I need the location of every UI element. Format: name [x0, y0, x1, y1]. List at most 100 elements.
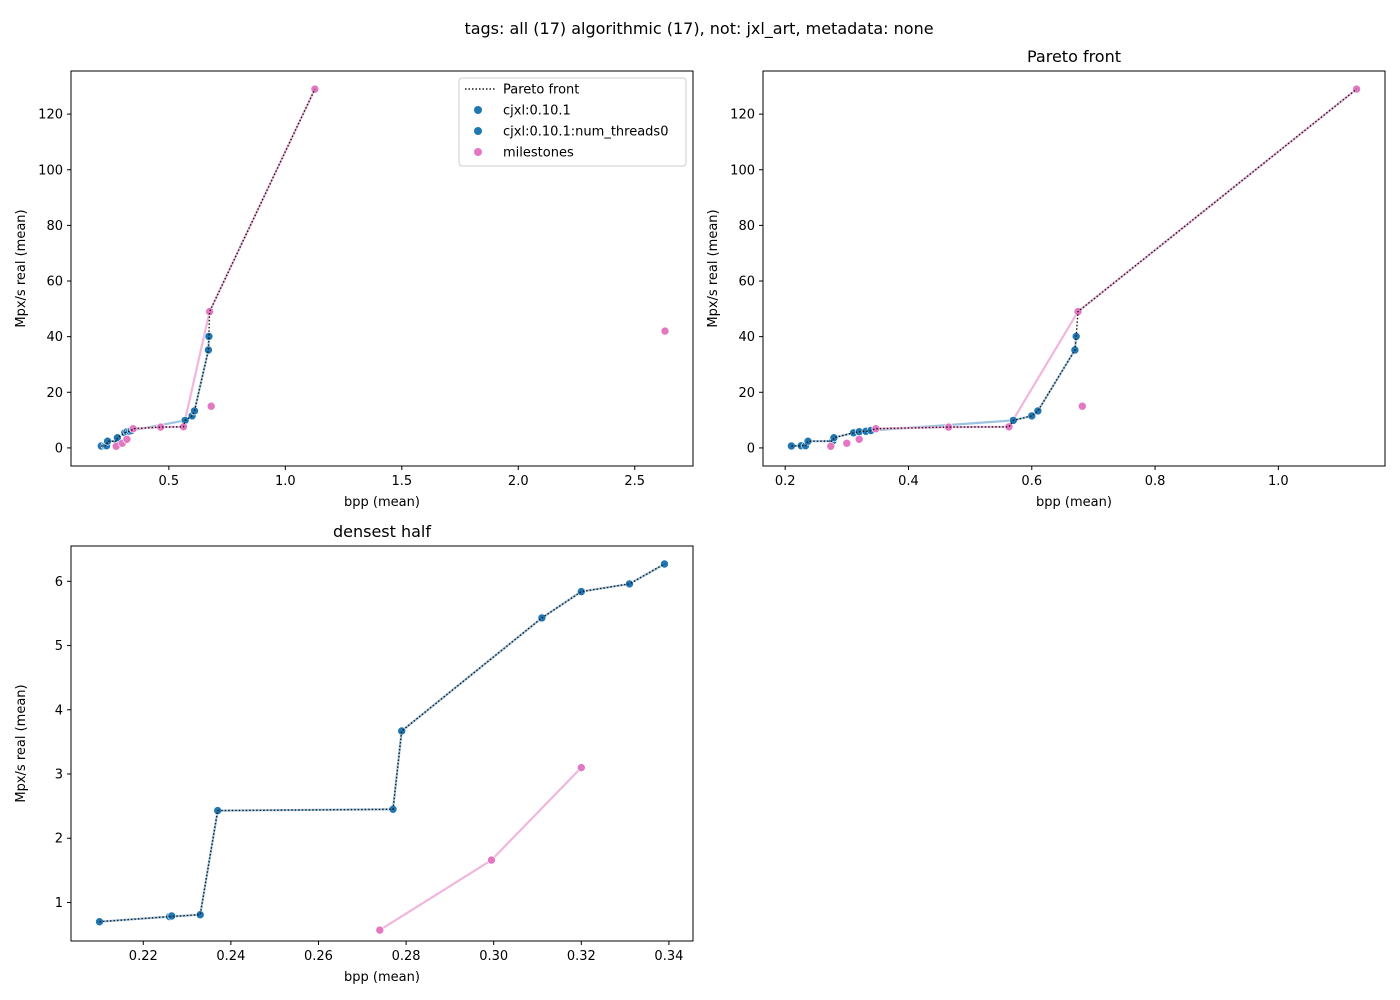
x-tick-label: 0.28: [392, 949, 421, 964]
y-tick-label: 80: [46, 219, 63, 234]
x-axis-label: bpp (mean): [344, 970, 420, 985]
data-point-pink: [576, 763, 586, 772]
axes-frame: [70, 545, 694, 942]
pink-series-line: [379, 766, 583, 932]
y-tick-label: 6: [55, 575, 63, 590]
x-tick-label: 0.22: [129, 949, 158, 964]
chart-panel-3: 0.22 0.24 0.26 0.28 0.30 0.32 0.34 1 2 3 4 5 6 bpp (m…: [14, 522, 694, 985]
legend-label: milestones: [503, 146, 574, 161]
y-axis-label: Mpx/s real (mean): [14, 209, 29, 327]
x-tick-label: 0.34: [654, 949, 683, 964]
y-tick-label: 40: [46, 330, 63, 345]
blue-series-line: [101, 336, 210, 448]
data-point-pink: [660, 326, 670, 336]
legend: Pareto front cjxl:0.10.1 cjxl:0.10.1:num_t…: [458, 77, 687, 167]
y-tick-label: 120: [38, 108, 63, 123]
axes-frame: [70, 70, 694, 467]
x-tick-label: 1.0: [1268, 474, 1289, 489]
panel-title: densest half: [333, 522, 431, 541]
data-point-pink: [944, 422, 953, 432]
data-point-pink: [826, 441, 836, 451]
x-tick-label: 1.0: [275, 474, 296, 489]
pink-series-line: [115, 88, 316, 448]
y-axis-label: Mpx/s real (mean): [14, 684, 29, 802]
x-tick-label: 0.4: [898, 474, 919, 489]
data-point-pink: [128, 424, 138, 434]
data-point-pink: [487, 855, 496, 865]
chart-panel-2: 0.2 0.4 0.6 0.8 1.0 0 20 40 60 80 100 120 bpp (mean)…: [706, 47, 1386, 510]
data-point-blue: [195, 910, 205, 920]
data-point-pink: [375, 925, 385, 935]
data-point-pink: [854, 434, 864, 444]
data-point-blue: [1033, 406, 1043, 416]
x-tick-label: 0.8: [1145, 474, 1166, 489]
data-point-pink: [205, 307, 214, 316]
legend-swatch-marker: [474, 148, 482, 156]
y-tick-label: 120: [730, 108, 755, 123]
y-tick-label: 60: [46, 275, 63, 290]
data-point-pink: [1004, 422, 1014, 432]
y-tick-label: 80: [738, 219, 755, 234]
data-point-blue: [103, 436, 112, 446]
y-tick-label: 0: [747, 441, 755, 456]
x-tick-label: 0.2: [775, 474, 796, 489]
y-tick-label: 40: [738, 330, 755, 345]
blue-series-line: [791, 336, 1078, 448]
y-tick-label: 4: [55, 703, 63, 718]
pareto-front-line: [791, 88, 1358, 447]
x-tick-label: 0.30: [479, 949, 508, 964]
data-point-blue: [204, 345, 213, 355]
data-point-blue: [190, 406, 199, 416]
pareto-front-line: [101, 88, 316, 447]
suptitle: tags: all (17) algorithmic (17), not: jx…: [464, 19, 933, 39]
y-tick-label: 20: [46, 386, 63, 401]
data-point-blue: [397, 726, 407, 736]
x-tick-label: 0.26: [304, 949, 333, 964]
legend-label: cjxl:0.10.1:num_threads0: [503, 125, 668, 140]
x-tick-label: 1.5: [391, 474, 412, 489]
data-point-pink: [1078, 401, 1087, 411]
data-point-blue: [625, 579, 634, 589]
legend-label: cjxl:0.10.1: [503, 104, 571, 119]
x-tick-label: 0.6: [1021, 474, 1042, 489]
y-tick-label: 3: [55, 768, 63, 783]
chart-panel-1: 0.5 1.0 1.5 2.0 2.5 0 20 40 60 80 100 120 bpp (mean)…: [14, 70, 694, 510]
x-axis-label: bpp (mean): [344, 495, 420, 510]
y-tick-label: 100: [38, 163, 63, 178]
y-tick-label: 0: [55, 441, 63, 456]
x-tick-label: 0.5: [158, 474, 179, 489]
x-tick-label: 0.24: [216, 949, 245, 964]
legend-swatch-marker: [474, 127, 482, 135]
data-point-blue: [576, 587, 586, 596]
x-tick-label: 2.5: [624, 474, 645, 489]
legend-swatch-marker: [474, 106, 482, 114]
y-tick-label: 100: [730, 163, 755, 178]
pareto-front-line: [99, 563, 665, 923]
pink-series-line: [875, 88, 1358, 430]
y-tick-label: 2: [55, 832, 63, 847]
y-axis-label: Mpx/s real (mean): [706, 209, 721, 327]
panel-title: Pareto front: [1027, 47, 1121, 66]
data-point-pink: [842, 438, 852, 448]
y-tick-label: 60: [738, 275, 755, 290]
axes-frame: [762, 70, 1386, 467]
blue-series-line: [99, 563, 666, 923]
x-axis-label: bpp (mean): [1036, 495, 1112, 510]
legend-label: Pareto front: [503, 83, 579, 98]
x-tick-label: 2.0: [508, 474, 529, 489]
y-tick-label: 5: [55, 639, 63, 654]
data-point-pink: [871, 424, 881, 434]
legend-box: [458, 77, 687, 167]
data-point-pink: [122, 434, 132, 444]
data-point-blue: [167, 911, 176, 921]
data-point-pink: [206, 401, 216, 411]
data-point-blue: [204, 332, 214, 341]
y-tick-label: 20: [738, 386, 755, 401]
data-point-blue: [803, 436, 813, 446]
data-point-pink: [156, 422, 165, 432]
x-tick-label: 0.32: [567, 949, 596, 964]
y-tick-label: 1: [55, 896, 63, 911]
data-point-blue: [829, 433, 839, 443]
